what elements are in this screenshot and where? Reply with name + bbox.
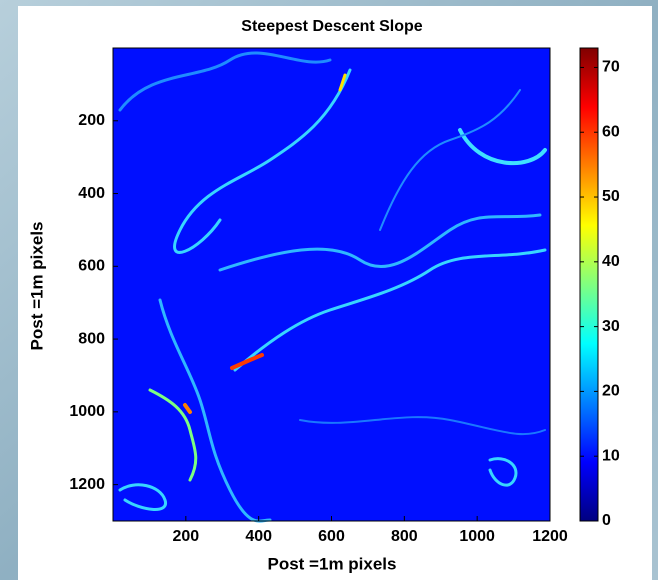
- colorbar-tick-label: 50: [602, 188, 620, 205]
- colorbar-tick-label: 70: [602, 59, 620, 76]
- image-texture: [118, 51, 547, 523]
- x-tick-label: 800: [391, 528, 418, 545]
- colorbar-tick-label: 10: [602, 447, 620, 464]
- plot-area: [113, 48, 550, 521]
- colorbar-tick-label: 40: [602, 253, 620, 270]
- y-tick-label: 400: [78, 185, 105, 202]
- y-tick-label: 1000: [69, 403, 105, 420]
- y-tick-label: 800: [78, 330, 105, 347]
- colorbar-tick-label: 60: [602, 123, 620, 140]
- x-axis-label: Post =1m pixels: [268, 554, 397, 573]
- y-tick-label: 200: [78, 112, 105, 129]
- x-tick-label: 1000: [459, 528, 495, 545]
- y-axis-label: Post =1m pixels: [27, 222, 46, 351]
- y-tick-label: 1200: [69, 476, 105, 493]
- image-background: [113, 48, 550, 521]
- colorbar: [579, 47, 599, 522]
- x-tick-label: 600: [318, 528, 345, 545]
- chart-title: Steepest Descent Slope: [241, 18, 423, 35]
- x-tick-label: 1200: [532, 528, 568, 545]
- x-tick-label: 200: [172, 528, 199, 545]
- axes: 200 400 600 800 1000 120020040060080010001200…: [69, 47, 620, 545]
- y-tick-label: 600: [78, 258, 105, 275]
- colorbar-tick-label: 30: [602, 318, 620, 335]
- colorbar-tick-label: 0: [602, 512, 611, 529]
- x-tick-label: 400: [245, 528, 272, 545]
- colorbar-tick-label: 20: [602, 383, 620, 400]
